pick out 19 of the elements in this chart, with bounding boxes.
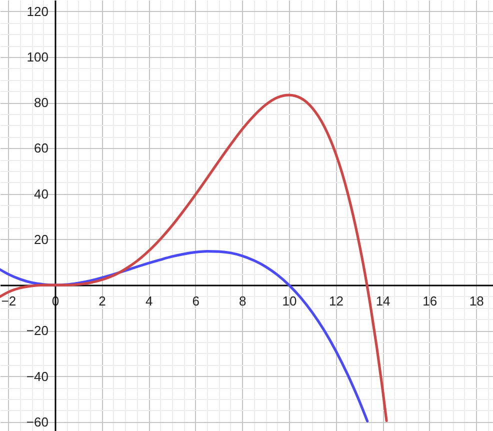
x-tick-label: 18 xyxy=(469,294,484,309)
x-tick-label: 6 xyxy=(192,294,200,309)
y-tick-label: −40 xyxy=(26,368,48,384)
x-tick-label: 4 xyxy=(145,294,153,309)
y-tick-label: 40 xyxy=(34,186,48,202)
y-tick-label: 20 xyxy=(34,232,48,247)
x-tick-label: 14 xyxy=(376,294,390,309)
y-tick-label: −20 xyxy=(26,323,48,338)
y-tick-label: 60 xyxy=(34,140,48,156)
y-tick-label: −60 xyxy=(26,414,48,430)
x-tick-label: 8 xyxy=(239,294,246,309)
y-tick-label: 80 xyxy=(34,95,48,110)
y-tick-label: 100 xyxy=(26,50,48,65)
y-tick-label: 120 xyxy=(26,4,48,19)
x-tick-label: −2 xyxy=(1,294,16,309)
x-tick-label: 10 xyxy=(282,294,297,309)
x-tick-label: 16 xyxy=(422,294,438,309)
x-tick-label: 2 xyxy=(98,294,106,309)
x-tick-label: 12 xyxy=(329,294,344,309)
